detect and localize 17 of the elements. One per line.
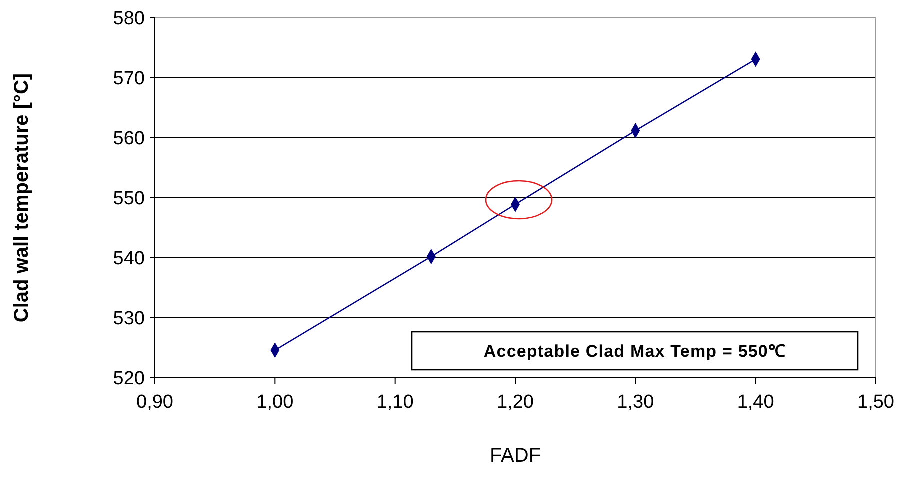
annotation: Acceptable Clad Max Temp = 550℃	[484, 342, 786, 361]
y-tick-label: 550	[113, 188, 145, 210]
x-tick-label: 1,10	[376, 392, 414, 413]
y-tick-label: 530	[113, 308, 145, 330]
x-axis-title: FADF	[490, 445, 542, 467]
y-tick-label: 520	[113, 368, 145, 390]
y-axis-title: Clad wall temperature [°C]	[11, 73, 33, 323]
x-tick-label: 1,00	[256, 392, 294, 413]
x-tick-label: 1,20	[497, 392, 534, 413]
y-tick-label: 560	[113, 128, 145, 150]
y-tick-label: 580	[113, 8, 145, 30]
x-tick-label: 1,30	[617, 392, 654, 413]
y-tick-label: 540	[113, 248, 145, 270]
x-tick-label: 1,50	[858, 392, 894, 413]
x-tick-label: 1,40	[737, 392, 774, 413]
x-tick-label: 0,90	[136, 392, 174, 413]
y-tick-label: 570	[113, 68, 145, 90]
